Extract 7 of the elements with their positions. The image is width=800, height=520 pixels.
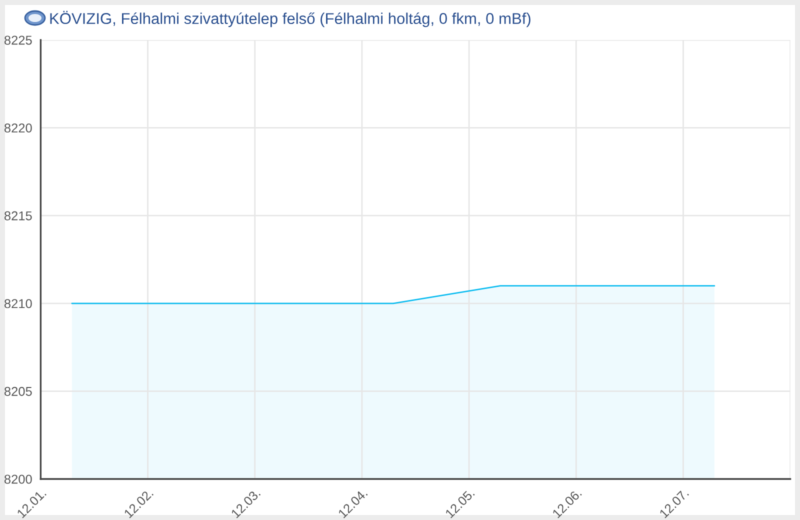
y-tick-label: 8200: [4, 474, 32, 484]
chart-title: KÖVIZIG, Félhalmi szivattyútelep felső (Félhalmi holtág, 0 fkm, 0 mBf): [50, 10, 530, 28]
y-tick-label: 8215: [4, 211, 32, 220]
y-tick-label: 8210: [4, 299, 32, 308]
y-tick-label: 8205: [4, 386, 32, 396]
y-tick-label: 8220: [4, 124, 32, 133]
y-tick-label: 8225: [4, 36, 32, 45]
